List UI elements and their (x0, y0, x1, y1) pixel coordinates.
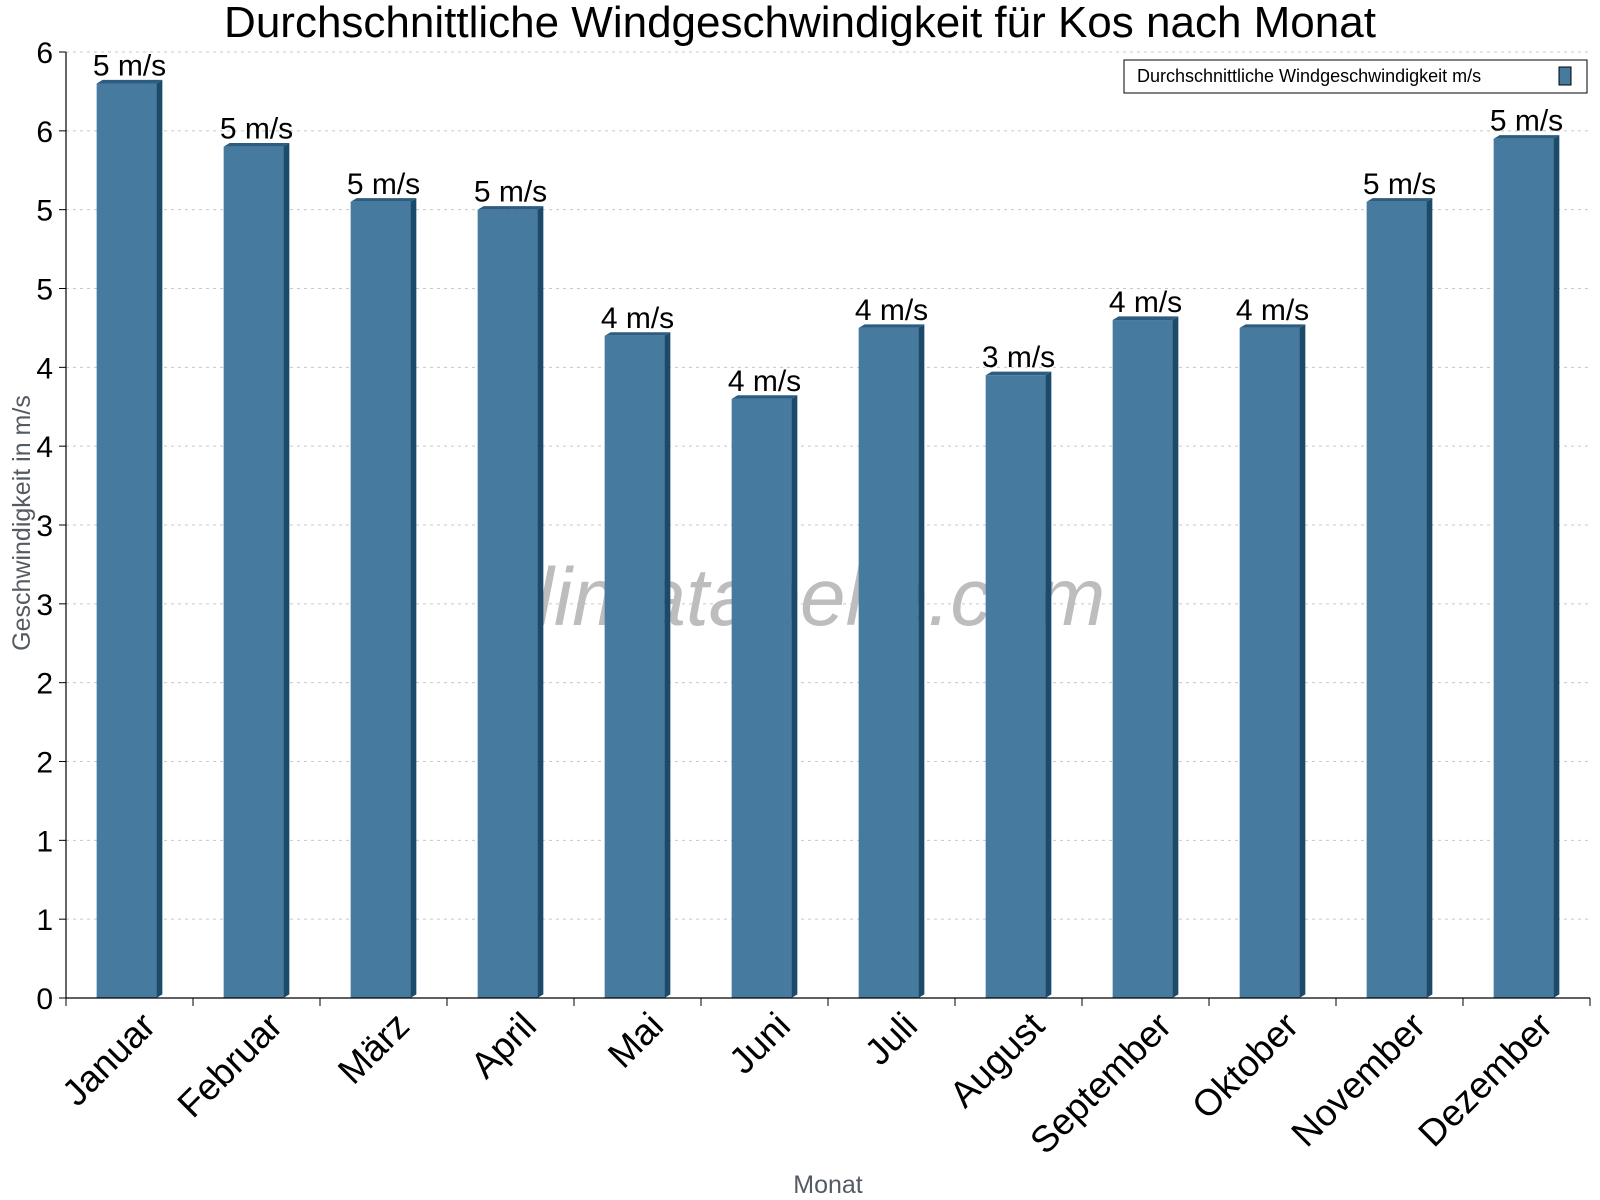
x-tick-label: April (463, 1005, 544, 1086)
y-tick-label: 3 (36, 589, 53, 622)
bar-side (1045, 371, 1052, 998)
bar-top (96, 79, 163, 84)
grid-lines (66, 51, 1590, 920)
x-tick-label: Januar (54, 1005, 163, 1114)
y-tick-label: 2 (36, 668, 53, 701)
bar (731, 398, 792, 998)
bar-side (156, 79, 163, 998)
x-axis-label: Monat (793, 1171, 863, 1199)
data-label: 5 m/s (347, 168, 420, 201)
x-tick-label: Juli (857, 1005, 925, 1073)
bar (1239, 327, 1300, 999)
bar (350, 201, 411, 999)
data-label: 4 m/s (601, 302, 674, 335)
y-tick-label: 2 (36, 747, 53, 780)
axes (59, 51, 1591, 1006)
x-tick-label: August (942, 1004, 1053, 1115)
bar (858, 327, 919, 999)
bar-side (1299, 324, 1306, 999)
data-label: 5 m/s (1363, 168, 1436, 201)
bar (604, 335, 665, 998)
x-tick-label: Dezember (1410, 1005, 1560, 1155)
data-label: 4 m/s (728, 365, 801, 398)
bar-side (283, 143, 290, 998)
bar-side (1426, 198, 1433, 998)
y-axis-label: Geschwindigkeit in m/s (8, 395, 36, 651)
bar (1493, 138, 1554, 998)
data-label: 5 m/s (1490, 105, 1563, 138)
bar-top (985, 371, 1052, 376)
y-tick-labels: 0 1 1 2 2 3 3 4 4 5 5 6 6 (36, 37, 53, 1016)
data-label: 3 m/s (982, 341, 1055, 374)
bar (1112, 320, 1173, 998)
bar (1366, 201, 1427, 999)
data-label: 5 m/s (474, 176, 547, 209)
x-tick-label: November (1283, 1005, 1433, 1155)
bar-top (350, 198, 417, 202)
x-tick-label: März (330, 1005, 417, 1092)
bar-top (1493, 135, 1560, 139)
y-tick-label: 6 (36, 116, 53, 149)
x-tick-labels: Januar Februar März April Mai Juni Juli AugustS… (54, 1004, 1560, 1161)
y-tick-label: 0 (36, 983, 53, 1016)
data-label: 4 m/s (855, 294, 928, 327)
x-tick-label: Oktober (1184, 1005, 1306, 1127)
bar-top (1239, 324, 1306, 328)
legend-swatch (1558, 66, 1572, 86)
chart-title: Durchschnittliche Windgeschwindigkeit fü… (224, 0, 1376, 47)
x-tick-label: Februar (170, 1005, 291, 1126)
x-tick-label: Mai (600, 1005, 671, 1076)
y-tick-label: 5 (36, 195, 53, 228)
bar-top (1366, 198, 1433, 202)
bar-top (858, 324, 925, 328)
bar-top (477, 206, 544, 210)
data-label: 4 m/s (1236, 294, 1309, 327)
data-label: 5 m/s (93, 50, 166, 83)
bar-top (1112, 316, 1179, 321)
data-label: 5 m/s (220, 113, 293, 146)
y-tick-label: 1 (36, 904, 53, 937)
bar-side (410, 198, 417, 998)
bar-top (731, 395, 798, 399)
bar (985, 375, 1046, 998)
bars (96, 79, 1560, 999)
bar (477, 209, 538, 998)
y-tick-label: 4 (36, 431, 53, 464)
bar-side (664, 332, 671, 998)
bar (223, 146, 284, 999)
bar (96, 83, 157, 999)
bar-top (604, 332, 671, 336)
bar-side (1553, 135, 1560, 998)
x-tick-label: Juni (721, 1005, 798, 1082)
legend-box (1123, 59, 1588, 94)
bar-side (918, 324, 925, 999)
y-tick-label: 3 (36, 510, 53, 543)
y-tick-label: 6 (36, 37, 53, 70)
legend-label: Durchschnittliche Windgeschwindigkeit m/… (1137, 66, 1481, 86)
bar-side (537, 206, 544, 999)
bar-side (791, 395, 798, 998)
legend: Durchschnittliche Windgeschwindigkeit m/… (1123, 59, 1588, 94)
bar-top (223, 143, 290, 147)
y-tick-label: 4 (36, 352, 53, 385)
y-tick-label: 1 (36, 825, 53, 858)
bar-side (1172, 316, 1179, 998)
y-tick-label: 5 (36, 274, 53, 307)
data-label: 4 m/s (1109, 286, 1182, 319)
data-labels: 5 m/s 5 m/s 5 m/s 5 m/s 4 m/s 4 m/s 4 m/s 3 m/s… (93, 50, 1563, 398)
